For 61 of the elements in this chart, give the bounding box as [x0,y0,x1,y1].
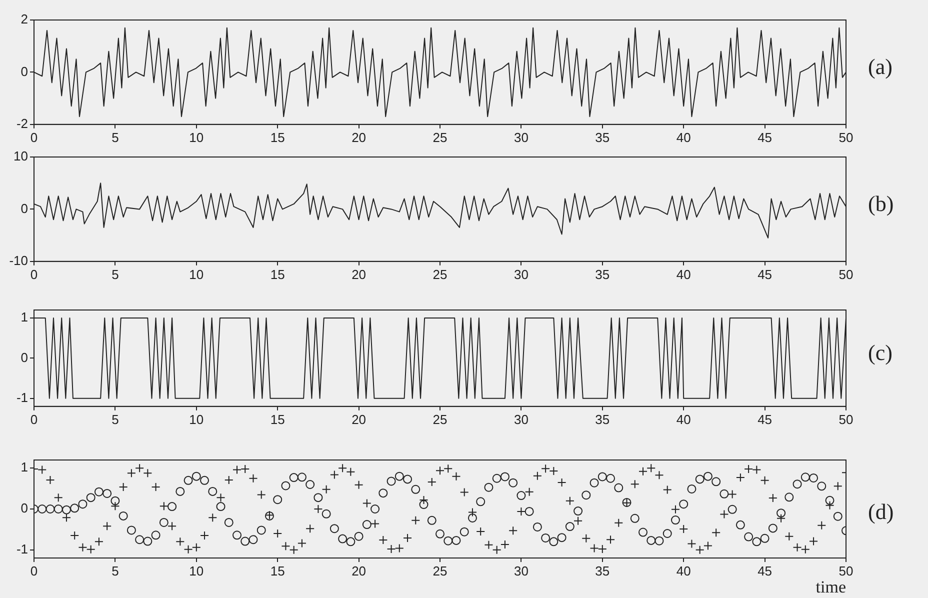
x-tick-label: 40 [676,130,691,145]
y-tick-label: 1 [20,310,28,325]
x-tick-label: 30 [514,130,528,145]
x-tick-label: 35 [595,412,610,427]
x-tick-label: 5 [112,412,119,427]
x-tick-label: 5 [112,563,119,578]
x-tick-label: 50 [838,563,854,578]
x-tick-label: 40 [676,266,691,282]
x-tick-label: 5 [112,266,119,282]
x-tick-label: 0 [30,130,38,145]
x-tick-label: 30 [514,563,528,578]
y-tick-label: 0 [20,350,28,365]
text: (b) [868,191,894,217]
x-tick-label: 10 [189,266,204,282]
y-tick-label: 0 [20,200,28,216]
x-tick-label: 0 [30,563,38,578]
x-tick-label: 20 [352,563,366,578]
text: (d) [868,499,894,525]
x-tick-label: 10 [189,130,204,145]
x-tick-label: 20 [352,130,366,145]
text: (a) [868,54,892,80]
x-tick-label: 45 [758,130,772,145]
y-tick-label: -1 [16,390,28,405]
x-tick-label: 45 [758,266,772,282]
x-tick-label: 25 [432,266,448,282]
x-tick-label: 15 [270,563,285,578]
x-tick-label: 10 [189,563,204,578]
x-tick-label: 50 [838,130,854,145]
x-axis-title: time [816,577,846,596]
y-tick-label: 2 [20,12,28,27]
x-tick-label: 15 [270,130,285,145]
x-tick-label: 25 [432,563,448,578]
x-tick-label: 35 [595,130,610,145]
y-tick-label: -10 [9,252,28,268]
text: (c) [868,340,892,366]
x-tick-label: 45 [758,563,772,578]
y-tick-label: 10 [14,148,28,164]
x-tick-label: 50 [838,412,854,427]
x-tick-label: 20 [352,266,366,282]
y-tick-label: 0 [20,500,28,516]
x-tick-label: 40 [676,412,691,427]
x-tick-label: 50 [838,266,854,282]
y-tick-label: 0 [20,64,28,79]
y-tick-label: -2 [16,116,28,131]
y-tick-label: -1 [16,541,28,556]
x-tick-label: 20 [352,412,366,427]
x-tick-label: 30 [514,412,528,427]
x-tick-label: 15 [270,412,285,427]
x-tick-label: 5 [112,130,119,145]
x-tick-label: 40 [676,563,691,578]
x-tick-label: 30 [514,266,528,282]
x-tick-label: 0 [30,266,38,282]
x-tick-label: 35 [595,266,610,282]
x-tick-label: 15 [270,266,285,282]
x-tick-label: 25 [432,130,448,145]
x-tick-label: 45 [758,412,772,427]
y-tick-label: 1 [20,460,28,475]
x-tick-label: 10 [189,412,204,427]
x-tick-label: 25 [432,412,448,427]
x-tick-label: 35 [595,563,610,578]
x-tick-label: 0 [30,412,38,427]
